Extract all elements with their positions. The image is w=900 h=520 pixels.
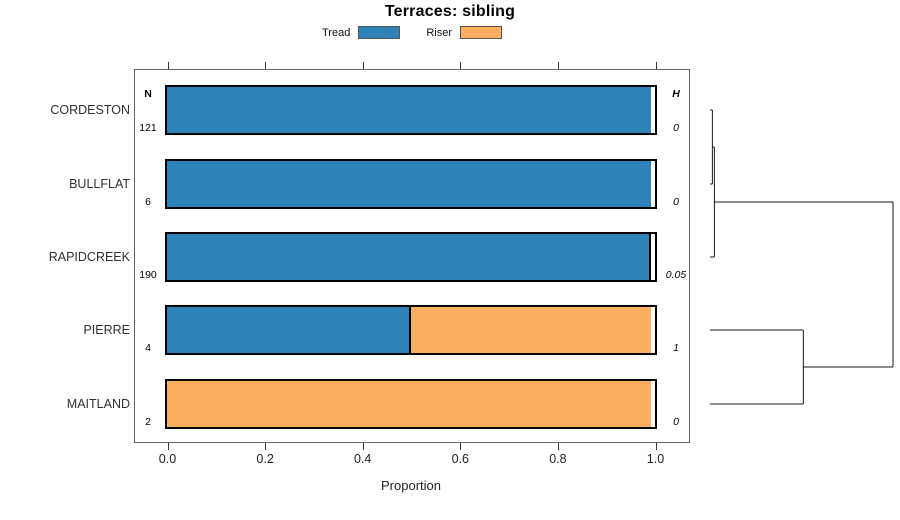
x-tick-label: 0.2 [256, 452, 274, 466]
n-value: 4 [145, 342, 151, 354]
bar-row-rapidcreek [165, 232, 657, 282]
bar-segment-tread [167, 161, 651, 207]
axis-tick [265, 443, 267, 450]
x-tick-label: 0.6 [451, 452, 469, 466]
h-value: 0.05 [665, 269, 687, 281]
n-value: 6 [145, 196, 151, 208]
axis-tick [557, 62, 559, 69]
bar-row-maitland [165, 379, 657, 429]
n-value: 2 [145, 416, 151, 428]
category-label-maitland: MAITLAND [66, 397, 130, 411]
category-label-bullflat: BULLFLAT [69, 177, 130, 191]
h-value: 0 [673, 122, 679, 134]
cluster-dendrogram [710, 109, 894, 405]
legend-label-riser: Riser [426, 26, 452, 39]
h-value: 0 [673, 196, 679, 208]
axis-tick [362, 62, 364, 69]
category-label-cordeston: CORDESTON [50, 103, 130, 117]
x-tick-label: 0.4 [353, 452, 372, 466]
axis-tick [362, 443, 364, 450]
bar-segment-riser [167, 381, 651, 427]
legend: Tread Riser [0, 26, 824, 39]
axis-tick [557, 443, 559, 450]
legend-swatch-tread [358, 26, 401, 39]
x-axis-title: Proportion [381, 478, 441, 493]
x-tick-label: 0.0 [158, 452, 177, 466]
legend-label-tread: Tread [322, 26, 351, 39]
axis-tick [167, 62, 169, 69]
bar-segment-riser [409, 307, 651, 353]
bar-row-pierre [165, 305, 657, 355]
n-value: 190 [139, 269, 157, 281]
chart-title: Terraces: sibling [384, 3, 516, 20]
bar-row-bullflat [165, 159, 657, 209]
legend-item-tread: Tread [322, 26, 401, 39]
bar-segment-riser [649, 234, 651, 280]
x-tick-label: 0.8 [549, 452, 567, 466]
axis-tick [655, 62, 657, 69]
n-column-header: N [144, 88, 152, 100]
category-label-pierre: PIERRE [83, 323, 130, 337]
category-label-rapidcreek: RAPIDCREEK [48, 250, 130, 264]
bar-segment-tread [167, 234, 649, 280]
h-value: 1 [673, 342, 679, 354]
n-value: 121 [139, 122, 157, 134]
axis-tick [265, 62, 267, 69]
legend-item-riser: Riser [426, 26, 502, 39]
axis-tick [460, 62, 462, 69]
x-tick-label: 1.0 [646, 452, 665, 466]
h-column-header: H [672, 88, 680, 100]
bar-segment-tread [167, 307, 409, 353]
bar-row-cordeston [165, 85, 657, 135]
axis-tick [460, 443, 462, 450]
h-value: 0 [673, 416, 679, 428]
axis-tick [655, 443, 657, 450]
axis-tick [167, 443, 169, 450]
bar-segment-tread [167, 87, 651, 133]
legend-swatch-riser [460, 26, 502, 39]
